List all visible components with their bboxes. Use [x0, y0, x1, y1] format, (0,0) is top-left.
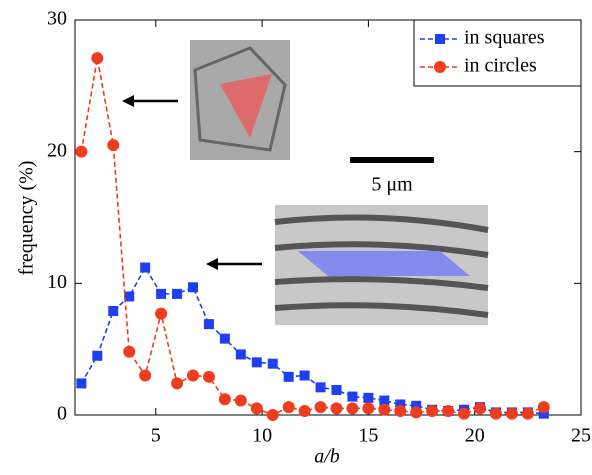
data-point	[379, 395, 390, 406]
legend-label: in circles	[464, 55, 537, 77]
data-point	[283, 371, 294, 382]
x-tick-label: 5	[151, 425, 161, 447]
data-point	[76, 378, 87, 389]
data-point	[394, 405, 407, 418]
x-tick-label: 10	[252, 425, 272, 447]
legend-marker	[434, 61, 446, 73]
data-point	[123, 345, 136, 358]
arrows	[122, 95, 262, 270]
data-point	[234, 394, 247, 407]
data-point	[458, 407, 471, 420]
data-point	[266, 409, 279, 421]
y-tick-label: 10	[47, 271, 67, 293]
data-point	[75, 145, 88, 158]
data-point	[250, 402, 263, 415]
y-axis-label: frequency (%)	[16, 161, 38, 276]
data-point	[426, 405, 439, 418]
data-point	[521, 407, 534, 420]
data-point	[203, 319, 214, 330]
bottom-inset	[274, 205, 489, 325]
data-point	[347, 391, 358, 402]
y-tick-label: 0	[57, 403, 67, 425]
x-axis-label: a/b	[314, 446, 340, 468]
data-point	[124, 291, 135, 302]
data-point	[282, 401, 295, 414]
plot-frame	[74, 19, 582, 416]
data-point	[442, 405, 455, 418]
data-point	[410, 406, 423, 419]
data-point	[202, 370, 215, 383]
legend-marker	[435, 34, 445, 44]
x-tick-label: 25	[571, 425, 591, 447]
data-point	[363, 392, 374, 403]
data-point	[186, 369, 199, 382]
data-point	[187, 282, 198, 293]
data-point	[219, 333, 230, 344]
data-point	[537, 401, 550, 414]
legend-label: in squares	[464, 27, 545, 49]
data-point	[172, 288, 183, 299]
data-point	[155, 307, 168, 320]
data-point	[314, 401, 327, 414]
x-tick-label: 20	[465, 425, 485, 447]
data-point	[395, 399, 406, 410]
data-point	[298, 405, 311, 418]
data-point	[251, 357, 262, 368]
data-point	[140, 262, 151, 273]
top-inset	[190, 40, 290, 160]
data-point	[378, 403, 391, 416]
data-point	[505, 407, 518, 420]
scale-bar-label: 5 μm	[371, 174, 413, 196]
data-point	[489, 407, 502, 420]
data-point	[362, 402, 375, 415]
data-point	[346, 402, 359, 415]
data-point	[218, 393, 231, 406]
data-point	[331, 384, 342, 395]
data-point	[91, 52, 104, 65]
data-point	[107, 139, 120, 152]
data-point	[235, 349, 246, 360]
data-point	[108, 305, 119, 316]
data-point	[267, 358, 278, 369]
data-point	[474, 402, 487, 415]
y-tick-label: 30	[47, 8, 67, 30]
x-tick-label: 15	[358, 425, 378, 447]
legend-box	[413, 19, 582, 87]
data-point	[538, 408, 549, 419]
y-tick-label: 20	[47, 139, 67, 161]
data-point	[299, 370, 310, 381]
data-point	[156, 288, 167, 299]
data-point	[171, 377, 184, 390]
data-point	[139, 369, 152, 382]
data-point	[330, 402, 343, 415]
data-point	[411, 400, 422, 411]
data-point	[315, 382, 326, 393]
data-point	[92, 350, 103, 361]
